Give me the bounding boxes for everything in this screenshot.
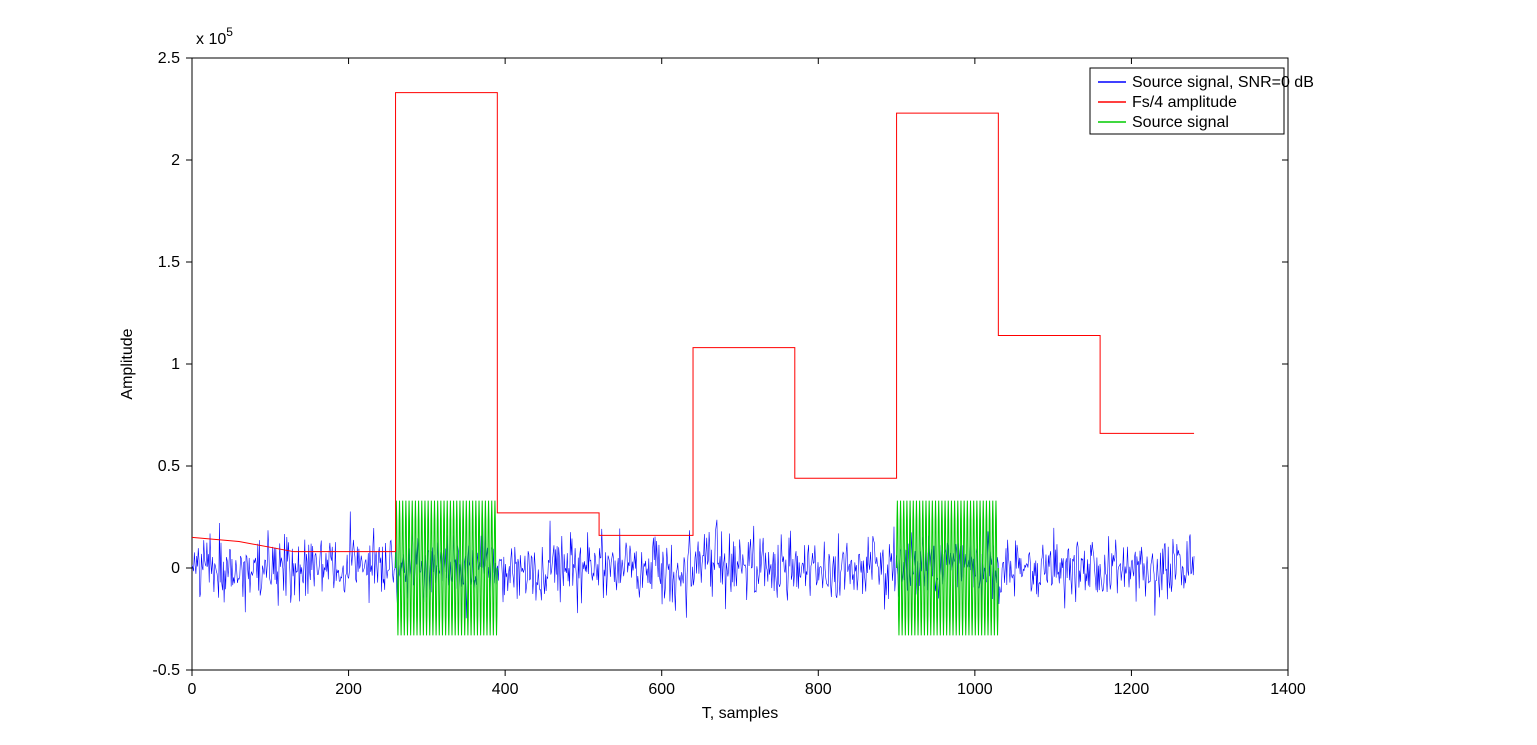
x-tick-label: 1000 (957, 681, 993, 698)
legend-label: Source signal (1132, 114, 1229, 131)
x-tick-label: 200 (335, 681, 362, 698)
legend-label: Source signal, SNR=0 dB (1132, 74, 1314, 91)
x-tick-label: 1400 (1270, 681, 1306, 698)
x-tick-label: 800 (805, 681, 832, 698)
y-axis-exponent: x 105 (196, 25, 233, 48)
x-tick-label: 0 (188, 681, 197, 698)
y-tick-label: 0.5 (158, 458, 180, 475)
legend: Source signal, SNR=0 dB Fs/4 amplitude Sou… (1090, 68, 1314, 134)
x-axis-label: T, samples (702, 705, 778, 722)
y-tick-label: 1 (171, 356, 180, 373)
y-tick-label: 2 (171, 152, 180, 169)
x-tick-label: 600 (648, 681, 675, 698)
signal-plot: 0 200 400 600 800 1000 1200 1400 -0.5 0 0.5 1 1.5 2 2.… (0, 0, 1537, 745)
y-tick-label: 0 (171, 560, 180, 577)
x-tick-label: 1200 (1114, 681, 1150, 698)
chart-container: 0 200 400 600 800 1000 1200 1400 -0.5 0 0.5 1 1.5 2 2.… (0, 0, 1537, 745)
y-tick-label: -0.5 (152, 662, 180, 679)
y-tick-label: 1.5 (158, 254, 180, 271)
x-tick-label: 400 (492, 681, 519, 698)
y-axis-label: Amplitude (119, 328, 136, 399)
legend-label: Fs/4 amplitude (1132, 94, 1237, 111)
y-tick-label: 2.5 (158, 50, 180, 67)
